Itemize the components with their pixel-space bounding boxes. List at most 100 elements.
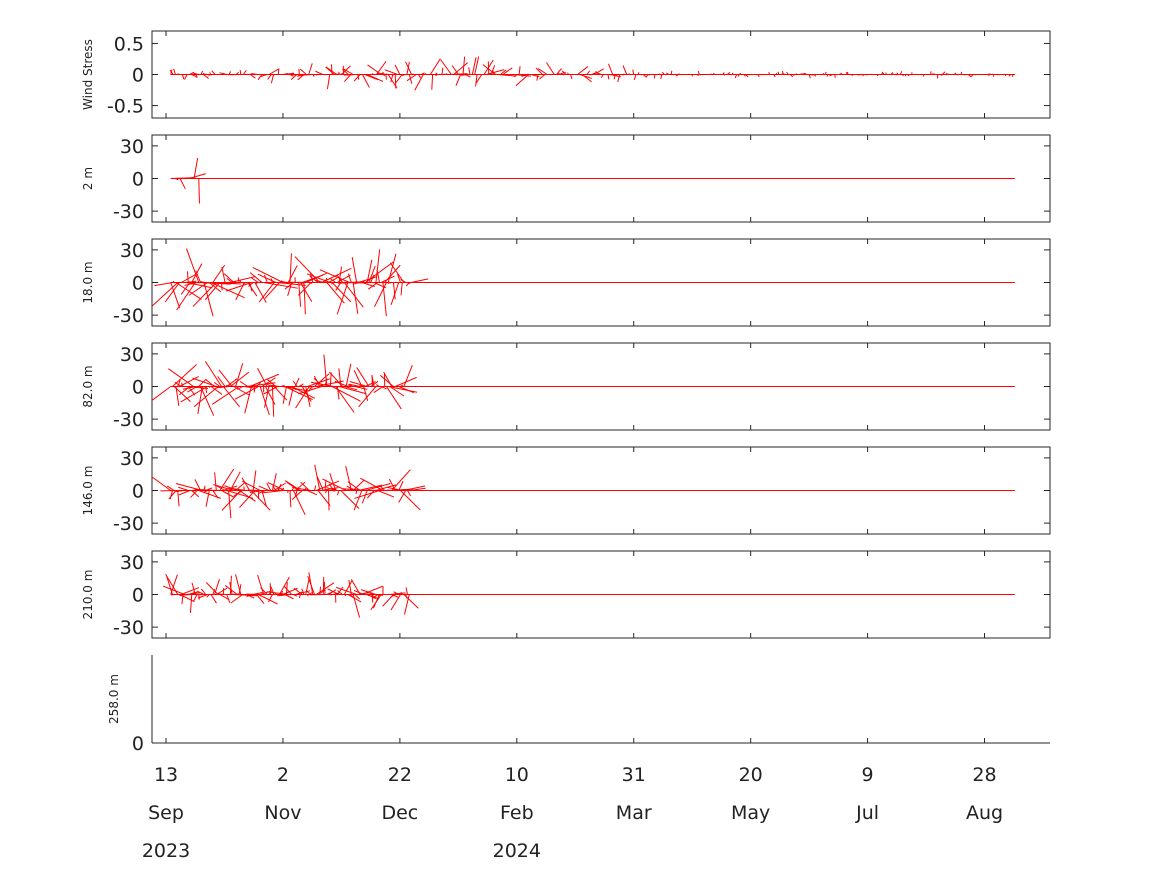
vector-stick xyxy=(190,490,198,498)
vector-stick xyxy=(229,575,232,595)
vector-stick xyxy=(192,282,217,307)
vector-stick xyxy=(344,594,347,597)
vector-stick xyxy=(608,63,614,75)
vector-stick xyxy=(329,594,332,596)
vector-stick xyxy=(210,386,223,395)
vector-stick xyxy=(233,386,250,396)
vector-stick xyxy=(197,590,205,595)
vector-stick xyxy=(336,275,343,283)
vector-stick xyxy=(289,253,292,283)
vector-stick xyxy=(390,282,400,306)
vector-stick xyxy=(384,69,398,75)
vector-stick xyxy=(343,74,356,76)
vector-stick xyxy=(242,480,261,491)
vector-stick xyxy=(294,490,298,497)
vector-stick xyxy=(615,74,618,76)
vector-stick xyxy=(379,374,394,387)
vector-stick xyxy=(363,386,369,402)
series-group xyxy=(152,354,1015,417)
vector-stick xyxy=(890,72,894,75)
vector-stick xyxy=(617,74,621,83)
vector-stick xyxy=(353,490,363,511)
vector-stick xyxy=(254,282,267,303)
vector-stick xyxy=(215,386,229,389)
vector-stick xyxy=(175,490,184,492)
vector-stick xyxy=(561,70,567,75)
vector-stick xyxy=(902,74,904,77)
vector-stick xyxy=(307,280,309,283)
vector-stick xyxy=(539,74,546,80)
y-tick-label: 0 xyxy=(132,481,144,503)
vector-stick xyxy=(405,587,408,595)
y-axis-label: 210.0 m xyxy=(81,570,95,620)
x-tick-label-month: Dec xyxy=(381,802,418,824)
vector-stick xyxy=(270,74,275,84)
y-tick-label: -30 xyxy=(113,305,144,327)
vector-stick xyxy=(722,72,725,75)
vector-stick xyxy=(166,576,173,595)
vector-stick xyxy=(323,354,328,387)
x-tick-label-month: Feb xyxy=(500,802,534,824)
vector-stick xyxy=(298,386,322,395)
vector-stick xyxy=(372,594,378,599)
vector-stick xyxy=(596,72,602,75)
vector-stick xyxy=(317,386,319,388)
vector-stick xyxy=(226,594,231,603)
vector-stick xyxy=(352,282,359,314)
y-tick-label: 30 xyxy=(120,344,144,366)
vector-stick xyxy=(181,74,185,80)
vector-stick xyxy=(768,72,770,75)
x-tick-label-day: 22 xyxy=(388,764,412,786)
x-tick-label-day: 13 xyxy=(154,764,178,786)
vector-stick xyxy=(896,72,899,75)
vector-stick xyxy=(675,74,678,77)
vector-stick xyxy=(328,589,337,595)
vector-stick xyxy=(314,373,330,387)
vector-stick xyxy=(316,480,340,491)
series-group xyxy=(170,157,1015,204)
y-axis-label: 146.0 m xyxy=(81,466,95,516)
vector-stick xyxy=(737,74,740,77)
vector-stick xyxy=(354,594,360,600)
vector-stick xyxy=(360,477,384,491)
vector-stick xyxy=(180,386,208,403)
vector-stick xyxy=(337,590,343,595)
vector-stick xyxy=(500,69,507,75)
panel-1: 30 0 -30 2 m xyxy=(81,134,1051,223)
vector-stick xyxy=(967,74,972,78)
vector-stick xyxy=(986,73,991,75)
vector-stick xyxy=(300,481,310,491)
x-tick-label-month: Nov xyxy=(264,802,301,824)
vector-stick xyxy=(782,73,786,75)
vector-stick xyxy=(409,487,426,491)
x-tick-label-month: Sep xyxy=(148,802,184,824)
vector-stick xyxy=(253,386,256,393)
vector-stick xyxy=(607,74,610,80)
vector-stick xyxy=(660,74,663,79)
vector-stick xyxy=(251,277,259,283)
x-tick-label-day: 2 xyxy=(277,764,289,786)
vector-stick xyxy=(371,73,374,75)
vector-stick xyxy=(792,74,795,76)
vector-stick xyxy=(394,74,397,89)
x-tick-label-year: 2023 xyxy=(142,840,190,862)
vector-stick xyxy=(192,377,217,387)
vector-stick xyxy=(498,74,517,77)
vector-stick xyxy=(327,588,340,595)
vector-stick xyxy=(152,386,172,402)
vector-stick xyxy=(180,382,184,387)
vector-stick xyxy=(385,74,387,80)
vector-stick xyxy=(352,479,365,491)
vector-stick xyxy=(191,72,199,75)
vector-stick xyxy=(229,282,238,285)
vector-stick xyxy=(239,69,242,75)
vector-stick xyxy=(434,74,438,77)
vector-stick xyxy=(180,273,198,283)
vector-stick xyxy=(734,74,738,79)
vector-stick xyxy=(414,74,424,91)
vector-stick xyxy=(347,384,354,387)
vector-stick xyxy=(269,384,280,387)
vector-stick xyxy=(168,368,194,387)
vector-stick xyxy=(287,265,298,283)
